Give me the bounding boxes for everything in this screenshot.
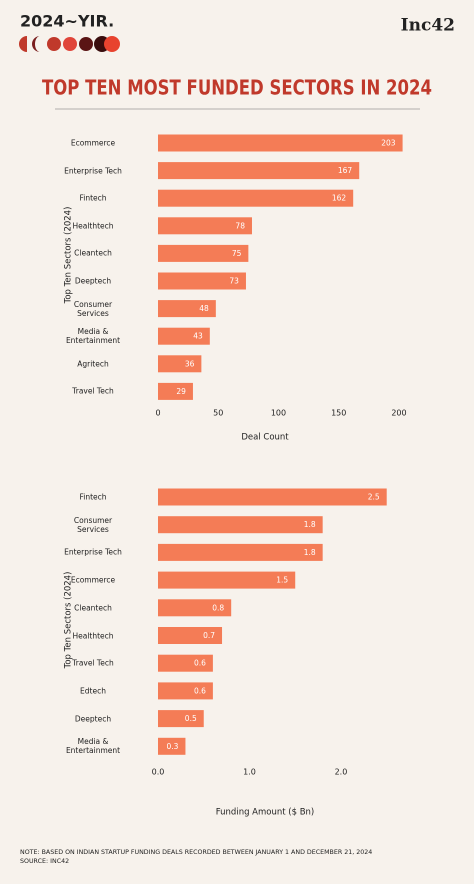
y-axis-label: Top Ten Sectors (2024) <box>64 207 74 305</box>
bar <box>158 382 193 400</box>
page-title: TOP TEN MOST FUNDED SECTORS IN 2024 <box>42 76 432 100</box>
category-label: Travel Tech <box>72 386 114 396</box>
bar <box>158 355 202 373</box>
x-tick-label: 1.0 <box>243 768 256 777</box>
category-label: Enterprise Tech <box>64 547 122 557</box>
x-axis-label: Deal Count <box>241 433 289 443</box>
value-label: 43 <box>193 332 203 341</box>
bar <box>158 189 354 207</box>
category-label: Consumer Services <box>73 299 113 318</box>
category-label: Consumer Services <box>73 515 113 534</box>
category-label: Fintech <box>79 193 107 203</box>
value-label: 2.5 <box>368 493 380 502</box>
bar <box>158 217 252 235</box>
brand: Inc42 <box>401 16 455 36</box>
value-label: 0.7 <box>203 631 215 640</box>
value-label: 0.5 <box>185 714 197 723</box>
y-axis-label: Top Ten Sectors (2024) <box>64 572 74 670</box>
category-label: Edtech <box>80 686 106 696</box>
bar <box>158 571 296 589</box>
value-label: 203 <box>381 139 396 148</box>
value-label: 162 <box>332 194 347 203</box>
value-label: 1.5 <box>276 576 288 585</box>
category-label: Ecommerce <box>70 138 116 148</box>
value-label: 78 <box>235 221 245 230</box>
value-label: 167 <box>338 166 353 175</box>
value-label: 1.8 <box>304 520 316 529</box>
category-label: Cleantech <box>74 248 112 258</box>
bar <box>158 654 213 672</box>
category-label: Enterprise Tech <box>64 166 122 176</box>
bar <box>158 599 232 617</box>
value-label: 36 <box>185 359 195 368</box>
bar <box>158 710 204 728</box>
bar <box>158 627 223 644</box>
value-label: 48 <box>199 304 209 313</box>
category-label: Healthtech <box>72 631 114 640</box>
category-label: Healthtech <box>72 221 114 231</box>
value-label: 0.8 <box>212 603 224 612</box>
category-label: Travel Tech <box>72 658 114 668</box>
category-label: Cleantech <box>74 603 112 613</box>
x-tick-label: 200 <box>391 409 406 418</box>
bar <box>158 682 213 700</box>
x-tick-label: 0 <box>155 409 160 418</box>
bar <box>158 162 360 180</box>
footer-note: NOTE: BASED ON INDIAN STARTUP FUNDING DE… <box>20 849 372 856</box>
x-tick-label: 2.0 <box>335 768 348 777</box>
value-label: 0.6 <box>194 686 206 695</box>
x-tick-label: 50 <box>213 409 223 418</box>
category-label: Media & Entertainment <box>65 737 121 756</box>
value-label: 73 <box>229 277 239 286</box>
category-label: Deeptech <box>74 714 112 724</box>
x-tick-label: 150 <box>331 409 346 418</box>
value-label: 0.3 <box>167 742 179 751</box>
bar <box>158 300 216 318</box>
value-label: 29 <box>176 387 186 396</box>
category-label: Deeptech <box>74 276 112 286</box>
value-label: 0.6 <box>194 659 206 668</box>
badge: 2024~YIR. <box>20 12 114 31</box>
bar <box>158 134 403 152</box>
x-axis-label: Funding Amount ($ Bn) <box>216 808 315 818</box>
bar <box>158 516 323 534</box>
category-label: Agritech <box>77 359 109 369</box>
footer-source: SOURCE: INC42 <box>20 858 69 865</box>
category-label: Fintech <box>79 492 107 502</box>
value-label: 1.8 <box>304 548 316 557</box>
bar <box>158 737 186 755</box>
bar <box>158 488 387 506</box>
value-label: 75 <box>232 249 242 258</box>
bar <box>158 272 246 290</box>
x-tick-label: 0.0 <box>152 768 165 777</box>
bar <box>158 543 323 561</box>
bar <box>158 327 210 345</box>
category-label: Ecommerce <box>70 575 116 585</box>
decor-circles <box>19 36 120 52</box>
x-tick-label: 100 <box>271 409 286 418</box>
bar <box>158 244 249 262</box>
category-label: Media & Entertainment <box>65 327 121 346</box>
